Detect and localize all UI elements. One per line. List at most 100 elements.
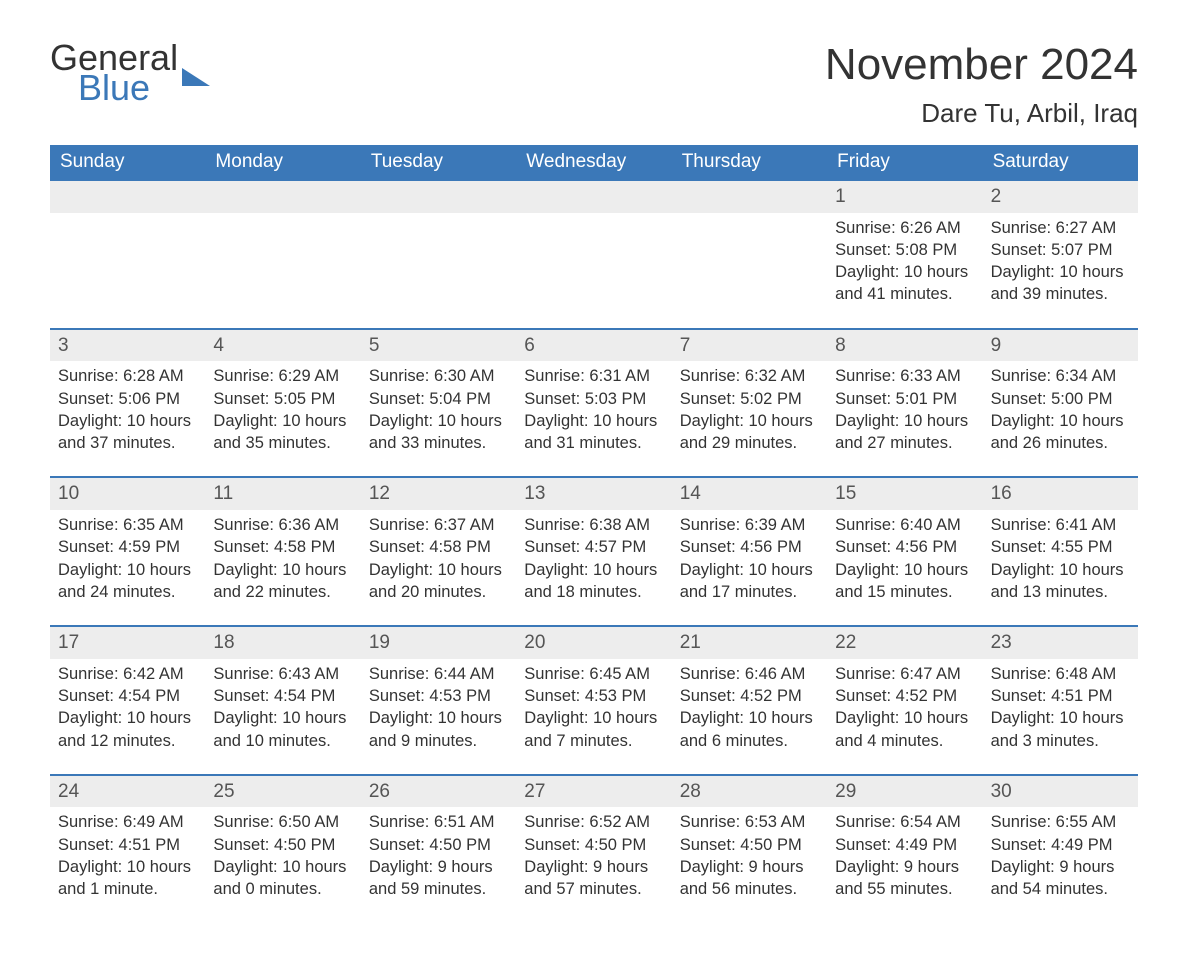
day-number: 12 xyxy=(361,476,516,510)
daylight-text: Daylight: 10 hours and 26 minutes. xyxy=(991,410,1130,455)
location-label: Dare Tu, Arbil, Iraq xyxy=(825,98,1138,129)
sunset-text: Sunset: 4:57 PM xyxy=(524,536,663,558)
calendar-cell: . xyxy=(205,179,360,328)
calendar-cell: 30Sunrise: 6:55 AMSunset: 4:49 PMDayligh… xyxy=(983,774,1138,923)
day-number: . xyxy=(361,179,516,213)
daylight-text: Daylight: 10 hours and 41 minutes. xyxy=(835,261,974,306)
brand-text: General Blue xyxy=(50,40,178,106)
calendar-cell: 22Sunrise: 6:47 AMSunset: 4:52 PMDayligh… xyxy=(827,625,982,774)
day-number: 8 xyxy=(827,328,982,362)
daylight-text: Daylight: 10 hours and 4 minutes. xyxy=(835,707,974,752)
day-number: 25 xyxy=(205,774,360,808)
calendar-cell: 9Sunrise: 6:34 AMSunset: 5:00 PMDaylight… xyxy=(983,328,1138,477)
sunset-text: Sunset: 5:07 PM xyxy=(991,239,1130,261)
calendar-cell: 4Sunrise: 6:29 AMSunset: 5:05 PMDaylight… xyxy=(205,328,360,477)
dow-header: Tuesday xyxy=(361,145,516,179)
day-number: 28 xyxy=(672,774,827,808)
brand-logo: General Blue xyxy=(50,40,210,106)
sunrise-text: Sunrise: 6:31 AM xyxy=(524,365,663,387)
daylight-text: Daylight: 10 hours and 24 minutes. xyxy=(58,559,197,604)
sunrise-text: Sunrise: 6:51 AM xyxy=(369,811,508,833)
daylight-text: Daylight: 10 hours and 31 minutes. xyxy=(524,410,663,455)
sunrise-text: Sunrise: 6:49 AM xyxy=(58,811,197,833)
sunset-text: Sunset: 4:51 PM xyxy=(991,685,1130,707)
sunset-text: Sunset: 4:51 PM xyxy=(58,834,197,856)
calendar-cell: 24Sunrise: 6:49 AMSunset: 4:51 PMDayligh… xyxy=(50,774,205,923)
calendar-cell: 21Sunrise: 6:46 AMSunset: 4:52 PMDayligh… xyxy=(672,625,827,774)
daylight-text: Daylight: 10 hours and 27 minutes. xyxy=(835,410,974,455)
calendar-cell: 5Sunrise: 6:30 AMSunset: 5:04 PMDaylight… xyxy=(361,328,516,477)
calendar-cell: 6 Sunrise: 6:31 AMSunset: 5:03 PMDaylight… xyxy=(516,328,671,477)
day-number: 6 xyxy=(516,328,671,362)
day-number: 2 xyxy=(983,179,1138,213)
sunrise-text: Sunrise: 6:53 AM xyxy=(680,811,819,833)
sunset-text: Sunset: 4:49 PM xyxy=(991,834,1130,856)
sunset-text: Sunset: 4:54 PM xyxy=(213,685,352,707)
sunset-text: Sunset: 5:04 PM xyxy=(369,388,508,410)
sunrise-text: Sunrise: 6:55 AM xyxy=(991,811,1130,833)
day-number: 14 xyxy=(672,476,827,510)
sunset-text: Sunset: 4:59 PM xyxy=(58,536,197,558)
sunrise-text: Sunrise: 6:35 AM xyxy=(58,514,197,536)
day-number: 4 xyxy=(205,328,360,362)
daylight-text: Daylight: 10 hours and 35 minutes. xyxy=(213,410,352,455)
calendar-cell: 3Sunrise: 6:28 AMSunset: 5:06 PMDaylight… xyxy=(50,328,205,477)
sunrise-text: Sunrise: 6:37 AM xyxy=(369,514,508,536)
sunrise-text: Sunrise: 6:48 AM xyxy=(991,663,1130,685)
sunset-text: Sunset: 4:50 PM xyxy=(369,834,508,856)
month-title: November 2024 xyxy=(825,40,1138,90)
calendar-cell: 16Sunrise: 6:41 AMSunset: 4:55 PMDayligh… xyxy=(983,476,1138,625)
calendar-cell: 12Sunrise: 6:37 AMSunset: 4:58 PMDayligh… xyxy=(361,476,516,625)
sunrise-text: Sunrise: 6:40 AM xyxy=(835,514,974,536)
calendar-cell: 13Sunrise: 6:38 AMSunset: 4:57 PMDayligh… xyxy=(516,476,671,625)
daylight-text: Daylight: 10 hours and 18 minutes. xyxy=(524,559,663,604)
day-number: 26 xyxy=(361,774,516,808)
sunrise-text: Sunrise: 6:33 AM xyxy=(835,365,974,387)
sunrise-text: Sunrise: 6:43 AM xyxy=(213,663,352,685)
calendar-cell: 19Sunrise: 6:44 AMSunset: 4:53 PMDayligh… xyxy=(361,625,516,774)
calendar-cell: . xyxy=(672,179,827,328)
calendar-cell: . xyxy=(50,179,205,328)
day-number: 1 xyxy=(827,179,982,213)
day-number: . xyxy=(516,179,671,213)
daylight-text: Daylight: 10 hours and 0 minutes. xyxy=(213,856,352,901)
day-number: 22 xyxy=(827,625,982,659)
sunset-text: Sunset: 4:49 PM xyxy=(835,834,974,856)
daylight-text: Daylight: 10 hours and 15 minutes. xyxy=(835,559,974,604)
sunrise-text: Sunrise: 6:27 AM xyxy=(991,217,1130,239)
sunrise-text: Sunrise: 6:41 AM xyxy=(991,514,1130,536)
day-number: 11 xyxy=(205,476,360,510)
day-number: 3 xyxy=(50,328,205,362)
daylight-text: Daylight: 10 hours and 37 minutes. xyxy=(58,410,197,455)
calendar-cell: 14Sunrise: 6:39 AMSunset: 4:56 PMDayligh… xyxy=(672,476,827,625)
sunset-text: Sunset: 5:00 PM xyxy=(991,388,1130,410)
sunset-text: Sunset: 4:50 PM xyxy=(680,834,819,856)
daylight-text: Daylight: 10 hours and 29 minutes. xyxy=(680,410,819,455)
sunrise-text: Sunrise: 6:45 AM xyxy=(524,663,663,685)
sunset-text: Sunset: 4:52 PM xyxy=(680,685,819,707)
sunset-text: Sunset: 4:50 PM xyxy=(524,834,663,856)
daylight-text: Daylight: 10 hours and 13 minutes. xyxy=(991,559,1130,604)
calendar-cell: 2Sunrise: 6:27 AMSunset: 5:07 PMDaylight… xyxy=(983,179,1138,328)
daylight-text: Daylight: 10 hours and 22 minutes. xyxy=(213,559,352,604)
sunrise-text: Sunrise: 6:54 AM xyxy=(835,811,974,833)
daylight-text: Daylight: 10 hours and 17 minutes. xyxy=(680,559,819,604)
sunrise-text: Sunrise: 6:39 AM xyxy=(680,514,819,536)
sunset-text: Sunset: 4:56 PM xyxy=(835,536,974,558)
day-number: 29 xyxy=(827,774,982,808)
day-number: 21 xyxy=(672,625,827,659)
sunrise-text: Sunrise: 6:30 AM xyxy=(369,365,508,387)
calendar-cell: 26Sunrise: 6:51 AMSunset: 4:50 PMDayligh… xyxy=(361,774,516,923)
sunset-text: Sunset: 5:03 PM xyxy=(524,388,663,410)
day-number: 20 xyxy=(516,625,671,659)
sunrise-text: Sunrise: 6:50 AM xyxy=(213,811,352,833)
sunset-text: Sunset: 4:58 PM xyxy=(213,536,352,558)
day-number: 7 xyxy=(672,328,827,362)
sunset-text: Sunset: 4:52 PM xyxy=(835,685,974,707)
day-number: 17 xyxy=(50,625,205,659)
title-block: November 2024 Dare Tu, Arbil, Iraq xyxy=(825,40,1138,139)
day-number: 27 xyxy=(516,774,671,808)
daylight-text: Daylight: 10 hours and 7 minutes. xyxy=(524,707,663,752)
sunset-text: Sunset: 4:53 PM xyxy=(369,685,508,707)
calendar-cell: 25Sunrise: 6:50 AMSunset: 4:50 PMDayligh… xyxy=(205,774,360,923)
